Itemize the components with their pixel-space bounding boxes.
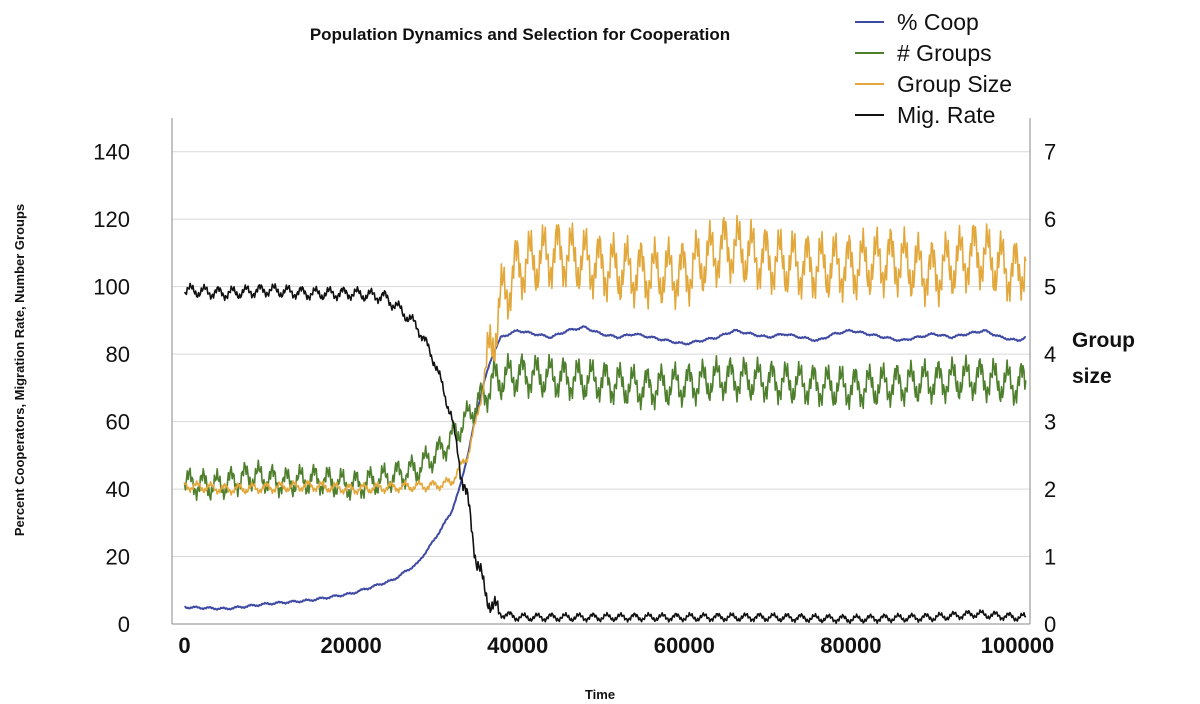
tick-labels: 0 20 40 60 80 100 120 140 0 1 2 3 4 5 6 7 0 20000 40000 600… — [93, 140, 1056, 658]
series-line-group-size — [183, 214, 1027, 496]
x-tick-label: 40000 — [487, 633, 548, 658]
y-tick-label: 80 — [106, 342, 130, 367]
right-axis-title-line: size — [1072, 365, 1112, 388]
y2-tick-label: 3 — [1044, 410, 1056, 435]
x-tick-label: 20000 — [321, 633, 382, 658]
y-tick-label: 140 — [93, 140, 130, 165]
right-axis-title-line: Group — [1072, 329, 1135, 352]
series-lines — [183, 214, 1027, 625]
legend: % Coop # Groups Group Size Mig. Rate — [855, 9, 1012, 128]
y-axis-title: Percent Cooperators, Migration Rate, Num… — [12, 204, 27, 536]
y2-tick-label: 4 — [1044, 342, 1056, 367]
x-tick-label: 0 — [178, 633, 190, 658]
y-tick-label: 60 — [106, 410, 130, 435]
x-tick-label: 100000 — [981, 633, 1054, 658]
x-tick-label: 80000 — [820, 633, 881, 658]
legend-label: Group Size — [897, 71, 1012, 97]
axes — [171, 118, 1031, 625]
right-axis-title: Group size — [1072, 329, 1135, 388]
series-line-coop — [184, 325, 1026, 611]
y-tick-label: 40 — [106, 477, 130, 502]
legend-label: # Groups — [897, 40, 992, 66]
y2-tick-label: 2 — [1044, 477, 1056, 502]
legend-label: Mig. Rate — [897, 102, 995, 128]
y2-tick-label: 6 — [1044, 207, 1056, 232]
x-tick-label: 60000 — [654, 633, 715, 658]
y-tick-label: 120 — [93, 207, 130, 232]
y-tick-label: 0 — [118, 612, 130, 637]
x-axis-title: Time — [585, 687, 615, 702]
y2-tick-label: 1 — [1044, 545, 1056, 570]
y-tick-label: 100 — [93, 275, 130, 300]
legend-label: % Coop — [897, 9, 979, 35]
y2-tick-label: 5 — [1044, 275, 1056, 300]
series-line-groups — [183, 352, 1027, 502]
y2-tick-label: 0 — [1044, 612, 1056, 637]
chart-title: Population Dynamics and Selection for Co… — [310, 25, 730, 44]
y-tick-label: 20 — [106, 545, 130, 570]
y2-tick-label: 7 — [1044, 140, 1056, 165]
series-line-mig-rate — [183, 282, 1027, 625]
